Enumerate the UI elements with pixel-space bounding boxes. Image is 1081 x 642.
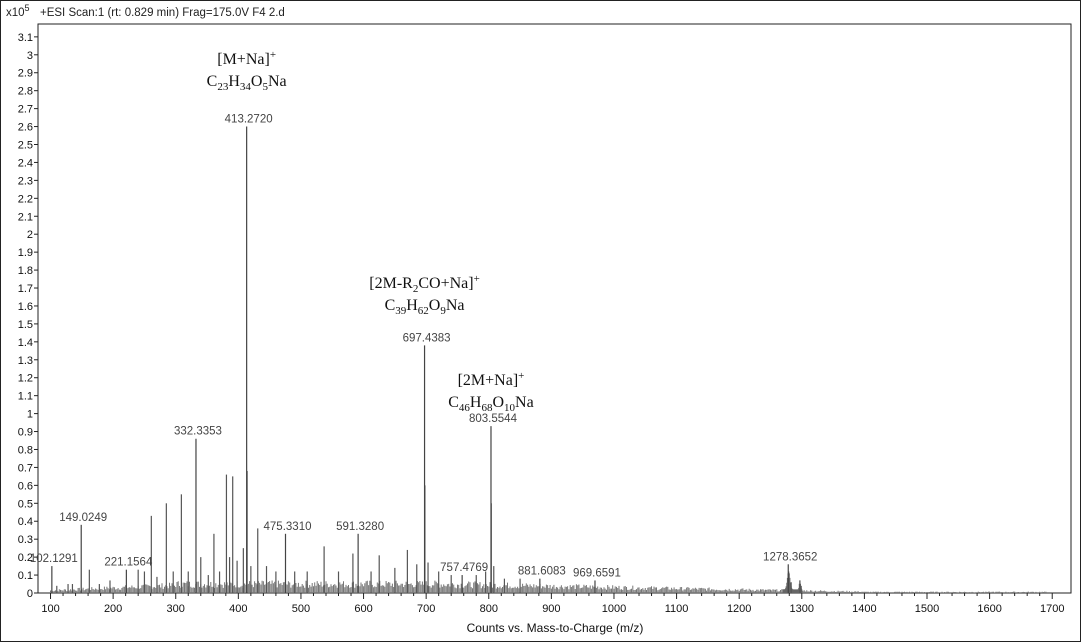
y-tick-label: 1.8 (18, 265, 33, 277)
x-tick-label: 1200 (727, 603, 751, 615)
x-tick-label: 700 (417, 603, 435, 615)
peak-label: 757.4769 (440, 562, 488, 574)
scan-header: +ESI Scan:1 (rt: 0.829 min) Frag=175.0V … (40, 7, 285, 19)
x-tick-label: 1400 (852, 603, 876, 615)
peak-label: 102.1291 (30, 553, 78, 565)
x-tick-label: 400 (229, 603, 247, 615)
y-tick-label: 2.5 (18, 140, 33, 152)
peak-label: 697.4383 (403, 332, 451, 344)
formula-annotation: C46​H68​O10​Na (448, 394, 533, 414)
ion-annotation: [2M+Na]+​ (458, 370, 525, 389)
y-tick-label: 1.4 (18, 337, 33, 349)
y-tick-label: 1.2 (18, 373, 33, 385)
peak-label: 803.5544 (469, 413, 518, 425)
y-tick-label: 0.4 (18, 516, 33, 528)
y-tick-label: 2.6 (18, 122, 33, 134)
x-tick-label: 200 (104, 603, 122, 615)
y-tick-label: 2 (27, 229, 33, 241)
y-tick-label: 0.3 (18, 534, 33, 546)
y-tick-label: 1.6 (18, 301, 33, 313)
peak-label: 332.3353 (174, 426, 222, 438)
y-multiplier-label: x105 (6, 3, 30, 19)
plot-border (37, 23, 1072, 594)
peak-label: 881.6083 (518, 566, 566, 578)
peak-label: 1278.3652 (763, 551, 817, 563)
y-tick-label: 2.1 (18, 211, 33, 223)
x-tick-label: 100 (41, 603, 59, 615)
peak-label: 149.0249 (59, 512, 107, 524)
baseline-noise (50, 580, 1047, 593)
x-tick-label: 900 (542, 603, 560, 615)
ion-annotation: [M+Na]+​ (217, 49, 276, 68)
x-tick-label: 1500 (915, 603, 939, 615)
x-tick-label: 1300 (790, 603, 814, 615)
x-axis-label: Counts vs. Mass-to-Charge (m/z) (467, 621, 644, 635)
y-tick-label: 0.7 (18, 462, 33, 474)
x-tick-label: 1600 (977, 603, 1001, 615)
plot-area: 0 0.1 0.2 0.3 0.4 0.5 0.6 0.7 0.8 0.9 1 1.1 1.2 1.3 1.… (18, 23, 1072, 615)
peak-label: 413.2720 (225, 114, 273, 126)
y-tick-label: 0.5 (18, 498, 33, 510)
y-tick-label: 3.1 (18, 32, 33, 44)
y-tick-label: 0.6 (18, 480, 33, 492)
y-tick-label: 1.1 (18, 391, 33, 403)
y-tick-label: 1.5 (18, 319, 33, 331)
cluster-peak (782, 571, 803, 593)
y-tick-label: 1.9 (18, 247, 33, 259)
y-tick-label: 0.2 (18, 552, 33, 564)
y-tick-label: 2.9 (18, 68, 33, 80)
y-tick-label: 0.1 (18, 570, 33, 582)
y-tick-label: 0.8 (18, 444, 33, 456)
x-tick-label: 1100 (665, 603, 689, 615)
y-tick-label: 1.3 (18, 355, 33, 367)
x-tick-label: 600 (354, 603, 372, 615)
y-tick-label: 2.2 (18, 193, 33, 205)
y-tick-label: 1 (27, 409, 33, 421)
x-tick-label: 300 (167, 603, 185, 615)
formula-annotation: C39​H62​O9​Na (385, 297, 465, 317)
y-tick-label: 2.8 (18, 86, 33, 98)
peak-label: 221.1564 (104, 557, 153, 569)
x-tick-label: 1000 (602, 603, 626, 615)
ion-annotation: [2M-R2​CO+Na]+​ (369, 273, 480, 295)
x-tick-label: 800 (480, 603, 498, 615)
x-tick-label: 1700 (1040, 603, 1064, 615)
y-tick-label: 2.3 (18, 175, 33, 187)
y-tick-label: 1.7 (18, 283, 33, 295)
formula-annotation: C23​H34​O5​Na (207, 73, 287, 93)
y-tick-label: 0.9 (18, 427, 33, 439)
peak-label: 591.3280 (336, 521, 384, 533)
y-tick-label: 3 (27, 50, 33, 62)
x-tick-label: 500 (292, 603, 310, 615)
y-tick-label: 0 (27, 588, 33, 600)
y-tick-label: 2.7 (18, 104, 33, 116)
y-tick-label: 2.4 (18, 157, 33, 169)
peak-label: 969.6591 (573, 567, 621, 579)
peak-label: 475.3310 (264, 521, 312, 533)
